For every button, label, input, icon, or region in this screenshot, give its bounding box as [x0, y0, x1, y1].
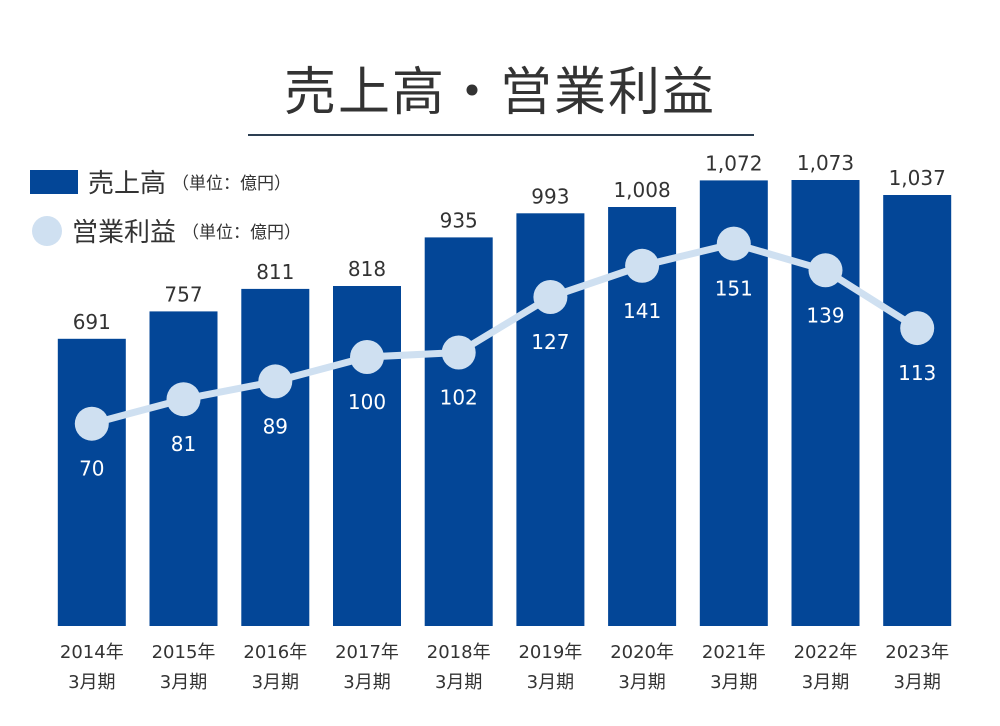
x-tick-label: 3月期 — [527, 672, 574, 693]
bar-value-label: 1,037 — [889, 166, 946, 190]
bar-sales — [149, 311, 218, 626]
x-tick-label: 3月期 — [343, 672, 390, 693]
bar-value-label: 818 — [348, 257, 386, 281]
point-value-label: 102 — [440, 386, 478, 410]
legend-label-operating-profit: 営業利益 — [72, 218, 177, 248]
x-tick-label: 2022年 — [794, 642, 858, 663]
point-operating-profit — [625, 248, 660, 283]
point-operating-profit — [716, 226, 751, 261]
bar-value-label: 1,008 — [613, 178, 670, 202]
point-operating-profit — [808, 253, 843, 288]
bar-value-label: 1,072 — [705, 151, 762, 175]
point-value-label: 89 — [263, 414, 288, 438]
point-value-label: 141 — [623, 299, 661, 323]
x-tick-label: 3月期 — [802, 672, 849, 693]
bar-sales — [424, 237, 493, 626]
bar-sales — [791, 180, 860, 626]
bar-value-label: 811 — [256, 260, 294, 284]
line-operating-profit — [90, 240, 920, 428]
x-tick-label: 2023年 — [885, 642, 949, 663]
bar-sales — [516, 213, 585, 627]
x-tick-label: 3月期 — [68, 672, 115, 693]
point-value-label: 139 — [806, 303, 844, 327]
x-tick-label: 3月期 — [435, 672, 482, 693]
x-tick-label: 2017年 — [335, 642, 399, 663]
point-value-label: 70 — [79, 457, 104, 481]
x-tick-label: 3月期 — [252, 672, 299, 693]
bar-sales — [241, 288, 310, 626]
legend-swatch-dot — [32, 215, 62, 246]
bar-value-label: 993 — [531, 184, 569, 208]
point-operating-profit — [350, 340, 384, 374]
bar-sales — [883, 195, 952, 626]
bar-value-label: 1,073 — [797, 151, 854, 175]
legend-label-sales: 売上高 — [88, 169, 167, 199]
legend-item-sales: 売上高 （単位：億円） — [30, 163, 291, 200]
legend-swatch-bar — [30, 169, 78, 194]
legend-item-operating-profit: 営業利益 （単位：億円） — [30, 212, 301, 249]
x-tick-label: 2020年 — [610, 642, 674, 663]
point-operating-profit — [900, 311, 935, 346]
bar-value-label: 691 — [73, 310, 111, 334]
x-tick-label: 3月期 — [710, 672, 757, 693]
point-value-label: 113 — [898, 361, 936, 385]
title-underline — [248, 134, 754, 136]
legend-unit-operating-profit: （単位：億円） — [182, 223, 302, 243]
x-tick-label: 2021年 — [702, 642, 766, 663]
x-tick-label: 3月期 — [160, 672, 207, 693]
x-tick-label: 2016年 — [243, 642, 307, 663]
legend-unit-sales: （単位：億円） — [172, 174, 292, 194]
bar-sales — [333, 286, 401, 626]
point-value-label: 100 — [348, 390, 386, 414]
point-value-label: 81 — [171, 432, 196, 456]
point-operating-profit — [441, 335, 476, 370]
x-tick-label: 2018年 — [427, 642, 491, 663]
bar-value-label: 757 — [164, 282, 202, 306]
x-tick-label: 3月期 — [618, 672, 665, 693]
x-tick-label: 2015年 — [152, 642, 216, 663]
x-tick-label: 2014年 — [60, 642, 124, 663]
point-value-label: 151 — [715, 277, 753, 301]
point-operating-profit — [258, 364, 293, 399]
point-operating-profit — [74, 406, 109, 441]
chart-title: 売上高・営業利益 — [283, 63, 716, 123]
bar-value-label: 935 — [440, 208, 478, 232]
bar-sales — [57, 338, 126, 626]
point-value-label: 127 — [531, 330, 569, 354]
x-tick-label: 3月期 — [893, 672, 940, 693]
point-operating-profit — [166, 382, 201, 417]
x-tick-label: 2019年 — [518, 642, 582, 663]
point-operating-profit — [533, 280, 568, 314]
